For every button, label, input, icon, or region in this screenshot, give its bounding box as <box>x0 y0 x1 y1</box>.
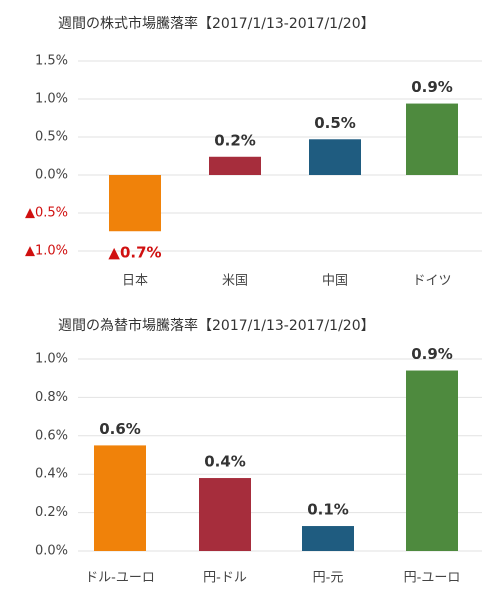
bar <box>94 445 146 551</box>
y-tick-label: 1.0% <box>35 92 68 107</box>
y-tick-label: 0.0% <box>35 544 68 559</box>
x-tick-label: 円-ユーロ <box>404 571 461 586</box>
y-tick-label: 0.4% <box>35 467 68 482</box>
bar <box>302 526 354 551</box>
y-tick-label: 1.0% <box>35 352 68 367</box>
value-label: 0.4% <box>204 453 246 471</box>
x-tick-label: 中国 <box>322 274 348 289</box>
y-tick-label: 0.5% <box>35 130 68 145</box>
value-label: 0.1% <box>307 501 349 519</box>
x-tick-label: ドル-ユーロ <box>85 571 155 586</box>
value-label: 0.6% <box>99 420 141 438</box>
y-tick-label: ▲1.0% <box>25 244 68 259</box>
value-label: 0.5% <box>314 114 356 132</box>
bar <box>406 103 458 175</box>
x-tick-label: 日本 <box>122 274 148 289</box>
y-tick-label: ▲0.5% <box>25 206 68 221</box>
bar <box>209 156 261 175</box>
bar <box>109 175 161 232</box>
chart-title: 週間の為替市場騰落率【2017/1/13-2017/1/20】 <box>58 317 375 334</box>
bar <box>309 139 361 175</box>
y-tick-label: 0.6% <box>35 428 68 443</box>
value-label: 0.2% <box>214 131 256 149</box>
value-label: ▲0.7% <box>108 244 161 262</box>
x-tick-label: 米国 <box>222 274 248 289</box>
x-tick-label: 円-元 <box>313 571 344 586</box>
y-tick-label: 0.0% <box>35 168 68 183</box>
value-label: 0.9% <box>411 345 453 363</box>
x-tick-label: 円-ドル <box>203 571 247 586</box>
bar <box>406 370 458 551</box>
value-label: 0.9% <box>411 78 453 96</box>
y-tick-label: 0.2% <box>35 505 68 520</box>
bar <box>199 478 251 551</box>
x-tick-label: ドイツ <box>412 274 451 289</box>
y-tick-label: 0.8% <box>35 390 68 405</box>
y-tick-label: 1.5% <box>35 54 68 69</box>
chart-title: 週間の株式市場騰落率【2017/1/13-2017/1/20】 <box>58 15 375 32</box>
